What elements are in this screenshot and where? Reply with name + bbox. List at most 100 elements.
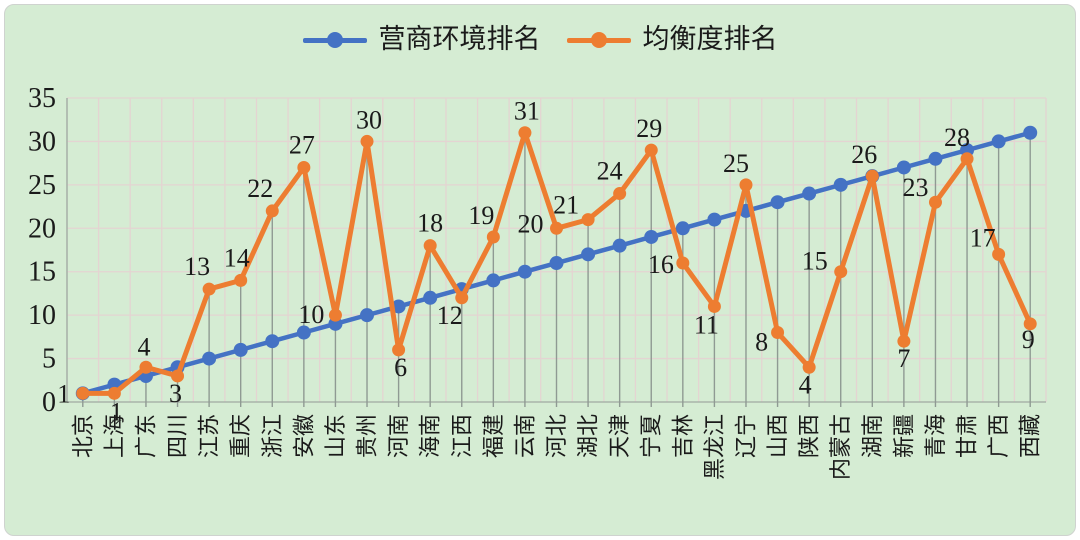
series-point-balance: [202, 282, 216, 296]
series-point-balance: [644, 143, 658, 157]
x-tick-label: 上海: [102, 414, 127, 458]
x-tick-label: 天津: [607, 414, 632, 458]
legend-item-business-env: 营商环境排名: [302, 24, 541, 54]
series-point-balance: [897, 334, 911, 348]
x-tick-label: 黑龙江: [702, 414, 727, 480]
series-point-balance: [1023, 317, 1037, 331]
series-point-balance: [171, 369, 185, 383]
x-tick-label: 湖北: [576, 414, 601, 458]
series-point-business-env: [928, 151, 943, 166]
series-point-balance: [139, 360, 153, 374]
series-point-business-env: [517, 264, 532, 279]
x-tick-label: 广东: [133, 414, 158, 458]
x-tick-label: 内蒙古: [828, 414, 853, 480]
data-label: 15: [802, 247, 828, 276]
series-point-balance: [297, 160, 311, 174]
series-point-business-env: [265, 334, 280, 349]
series-point-business-env: [991, 134, 1006, 149]
x-tick-label: 贵州: [355, 414, 380, 458]
x-tick-label: 北京: [70, 414, 95, 458]
series-point-business-env: [233, 342, 248, 357]
data-label: 7: [897, 344, 910, 373]
x-tick-label: 湖南: [860, 414, 885, 458]
data-label: 25: [723, 149, 749, 178]
data-label: 14: [224, 243, 250, 272]
series-point-business-env: [896, 160, 911, 175]
series-point-business-env: [202, 351, 217, 366]
data-label: 1: [57, 379, 70, 408]
series-point-balance: [328, 308, 342, 322]
series-point-balance: [928, 195, 942, 209]
series-point-business-env: [1023, 125, 1038, 140]
series-point-balance: [360, 134, 374, 148]
series-point-balance: [107, 386, 121, 400]
series-point-balance: [581, 213, 595, 227]
data-label: 16: [648, 250, 674, 279]
data-label: 22: [247, 174, 273, 203]
series-point-balance: [486, 230, 500, 244]
legend-label-business-env: 营商环境排名: [378, 24, 541, 54]
series-point-balance: [960, 152, 974, 166]
series-point-business-env: [486, 273, 501, 288]
data-label: 19: [468, 201, 494, 230]
y-tick-label: 0: [42, 387, 56, 418]
series-point-business-env: [549, 256, 564, 271]
x-tick-label: 江苏: [197, 414, 222, 458]
series-point-balance: [234, 273, 248, 287]
series-point-balance: [455, 291, 469, 305]
series-point-balance: [265, 204, 279, 218]
x-tick-label: 新疆: [891, 414, 916, 458]
series-point-business-env: [802, 186, 817, 201]
series-point-balance: [992, 247, 1006, 261]
x-tick-label: 吉林: [670, 414, 695, 458]
x-tick-label: 辽宁: [733, 414, 758, 458]
legend-label-balance: 均衡度排名: [642, 24, 778, 54]
series-point-business-env: [360, 308, 375, 323]
series-point-balance: [613, 187, 627, 201]
x-tick-label: 河南: [386, 414, 411, 458]
chart-card: [4, 4, 1076, 536]
legend-item-balance: 均衡度排名: [566, 24, 778, 54]
x-tick-label: 广西: [986, 414, 1011, 458]
series-point-balance: [865, 169, 879, 183]
series-point-business-env: [675, 221, 690, 236]
series-point-balance: [834, 265, 848, 279]
data-label: 28: [944, 123, 970, 152]
data-label: 4: [137, 332, 150, 361]
series-point-balance: [739, 178, 753, 192]
x-tick-label: 安徽: [291, 414, 316, 458]
data-label: 12: [437, 301, 463, 330]
data-label: 8: [755, 328, 768, 357]
x-tick-label: 陕西: [797, 414, 822, 458]
data-label: 26: [851, 140, 877, 169]
y-tick-label: 10: [28, 300, 56, 331]
blue-line-marker-icon: [302, 31, 367, 48]
y-tick-label: 5: [42, 344, 56, 375]
x-tick-label: 西藏: [1018, 414, 1043, 458]
data-label: 6: [394, 353, 407, 382]
series-point-balance: [676, 256, 690, 270]
data-label: 27: [289, 130, 315, 159]
series-point-balance: [76, 386, 90, 400]
data-label: 30: [356, 105, 382, 134]
x-tick-label: 江西: [449, 414, 474, 458]
data-label: 17: [970, 223, 996, 252]
series-point-balance: [392, 343, 406, 357]
y-tick-label: 20: [28, 213, 56, 244]
x-tick-label: 浙江: [260, 414, 285, 458]
y-tick-label: 25: [28, 170, 56, 201]
series-point-business-env: [423, 290, 438, 305]
x-tick-label: 山东: [323, 414, 348, 458]
data-label: 29: [636, 114, 662, 143]
data-label: 11: [694, 310, 719, 339]
series-point-balance: [423, 239, 437, 253]
data-label: 4: [799, 370, 812, 399]
orange-line-marker-icon: [566, 31, 631, 48]
data-label: 21: [553, 191, 579, 220]
x-tick-label: 四川: [165, 414, 190, 458]
data-label: 24: [597, 157, 623, 186]
data-label: 1: [110, 397, 123, 426]
legend-dot-blue: [326, 31, 343, 48]
y-tick-label: 30: [28, 126, 56, 157]
data-label: 9: [1022, 325, 1035, 354]
